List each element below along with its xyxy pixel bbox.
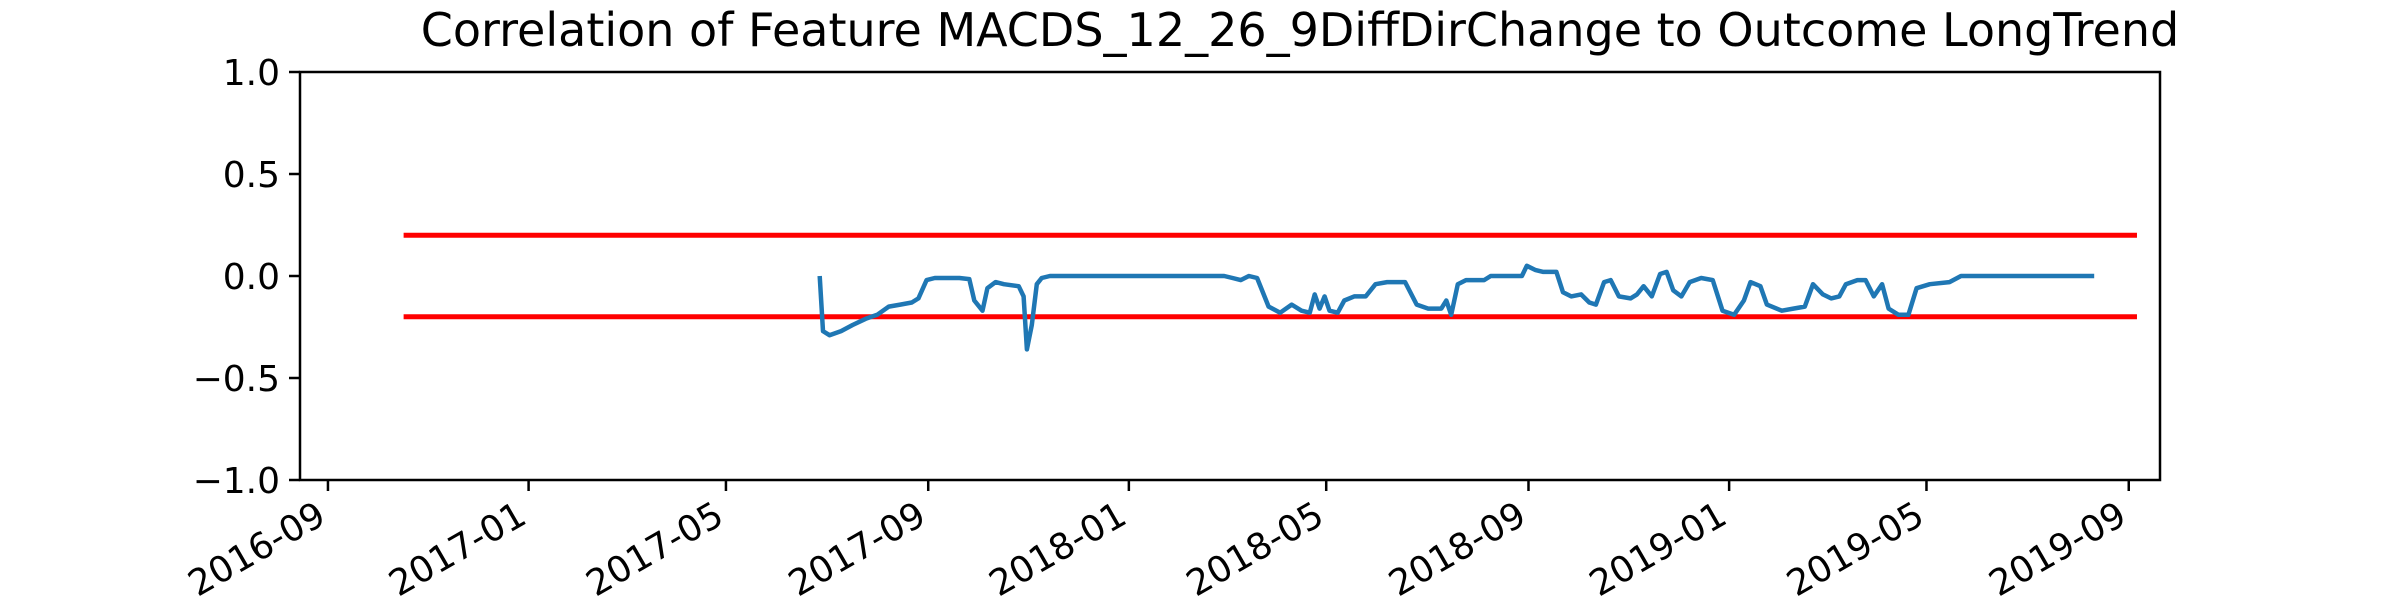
- y-axis: 1.0 0.5 0.0 −0.5 −1.0: [193, 53, 300, 502]
- x-tick-label: 2018-09: [1382, 494, 1533, 600]
- y-tick-label: 0.0: [223, 257, 280, 298]
- series-group: [817, 263, 2095, 352]
- x-tick-label: 2016-09: [182, 494, 333, 600]
- x-axis: 2016-09 2017-01 2017-05 2017-09 2018-01 2018-…: [182, 480, 2133, 605]
- y-tick-label: −1.0: [193, 461, 280, 502]
- y-tick-label: −0.5: [193, 359, 280, 400]
- x-tick-label: 2017-05: [580, 494, 731, 600]
- y-tick-label: 0.5: [223, 155, 280, 196]
- y-tick-label: 1.0: [223, 53, 280, 94]
- x-tick-label: 2019-05: [1780, 494, 1931, 600]
- threshold-lines: [403, 232, 2137, 320]
- x-tick-label: 2019-01: [1583, 494, 1734, 600]
- x-tick-label: 2018-05: [1180, 494, 1331, 600]
- x-tick-label: 2017-09: [782, 494, 933, 600]
- correlation-series-line: [817, 263, 2095, 352]
- x-tick-label: 2017-01: [382, 494, 533, 600]
- x-tick-label: 2018-01: [983, 494, 1134, 600]
- x-tick-label: 2019-09: [1982, 494, 2133, 600]
- chart-title: Correlation of Feature MACDS_12_26_9Diff…: [421, 3, 2179, 57]
- plot-area-frame: [298, 70, 2162, 482]
